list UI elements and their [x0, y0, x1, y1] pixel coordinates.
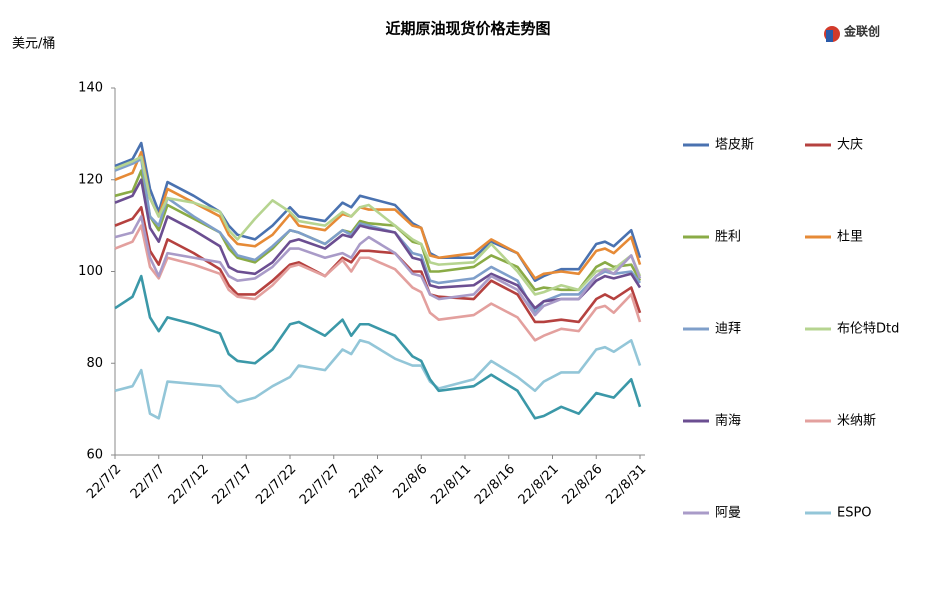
x-tick-label: 22/8/31	[603, 462, 649, 508]
y-tick-label: 100	[78, 264, 103, 279]
y-axis-label: 美元/桶	[12, 37, 55, 52]
legend-label: 阿曼	[715, 506, 741, 521]
series-line	[114, 274, 642, 420]
x-tick-label: 22/7/27	[297, 462, 343, 508]
x-tick-label: 22/7/7	[128, 462, 168, 502]
x-tick-label: 22/7/12	[166, 462, 212, 508]
logo-text: 金联创	[843, 24, 880, 39]
y-tick-label: 60	[86, 448, 103, 463]
legend-label: 迪拜	[715, 322, 741, 337]
x-tick-label: 22/7/17	[210, 462, 256, 508]
series-line	[114, 169, 642, 292]
x-tick-label: 22/8/16	[472, 462, 518, 508]
y-tick-label: 80	[86, 356, 103, 371]
legend-label: 南海	[715, 413, 741, 429]
legend-label: 胜利	[715, 230, 741, 245]
x-tick-label: 22/8/6	[390, 462, 430, 502]
series-line	[114, 215, 642, 317]
series-line	[114, 141, 642, 282]
x-tick-label: 22/8/11	[428, 462, 474, 508]
x-tick-label: 22/7/2	[84, 462, 124, 502]
logo-icon-part	[826, 30, 833, 42]
x-tick-label: 22/8/1	[347, 462, 387, 502]
series-line	[114, 155, 642, 296]
series-line	[114, 224, 642, 342]
chart-title: 近期原油现货价格走势图	[385, 20, 550, 38]
series-line	[114, 157, 642, 315]
x-tick-label: 22/7/22	[253, 462, 299, 508]
x-tick-label: 22/8/26	[560, 462, 606, 508]
series-line	[114, 339, 642, 420]
legend-label: ESPO	[837, 506, 872, 521]
y-tick-label: 120	[78, 172, 103, 187]
legend-label: 大庆	[837, 138, 863, 153]
legend-label: 米纳斯	[837, 414, 876, 429]
logo: 金联创	[824, 24, 880, 42]
legend-label: 布伦特Dtd	[837, 322, 899, 337]
series-line	[114, 150, 642, 280]
legend-label: 杜里	[837, 230, 863, 245]
x-tick-label: 22/8/21	[516, 462, 562, 508]
legend-label: 塔皮斯	[715, 138, 754, 153]
series-line	[114, 205, 642, 324]
y-tick-label: 140	[78, 81, 103, 96]
